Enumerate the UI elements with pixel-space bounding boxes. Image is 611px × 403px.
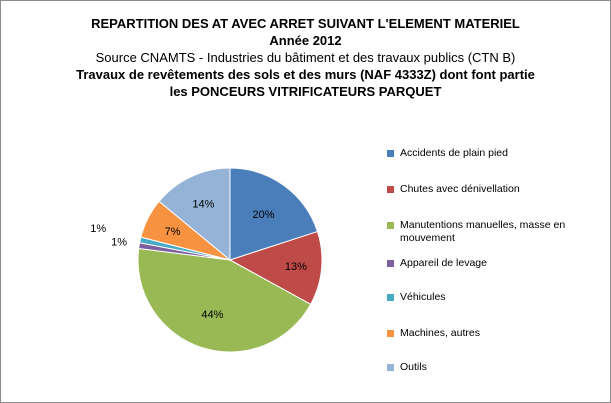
data-label-6: 7% [165,226,181,238]
legend-swatch [387,260,394,267]
legend-swatch [387,294,394,301]
legend-item-7: Outils [387,361,602,374]
legend-item-5: Véhicules [387,291,602,304]
pie-slice-7 [158,167,231,262]
data-label-3: 44% [201,309,223,321]
title-line-1: REPARTITION DES AT AVEC ARRET SUIVANT L'… [91,16,520,31]
legend-item-3: Manutentions manuelles, masse en mouveme… [387,219,602,245]
legend-label: Chutes avec dénivellation [400,183,520,195]
pie-slice-2 [228,230,323,305]
legend-label: Accidents de plain pied [400,147,508,159]
legend-item-4: Appareil de levage [387,257,602,270]
legend-label: Véhicules [400,291,446,303]
legend-swatch [387,330,394,337]
legend-item-6: Machines, autres [387,327,602,340]
pie-slice-3 [137,247,312,353]
data-label-5: 1% [90,223,106,235]
legend-item-1: Accidents de plain pied [387,147,602,160]
legend-item-2: Chutes avec dénivellation [387,183,602,196]
chart-title: REPARTITION DES AT AVEC ARRET SUIVANT L'… [1,15,610,100]
title-line-3: Source CNAMTS - Industries du bâtiment e… [95,50,516,65]
data-label-1: 20% [252,209,274,221]
title-line-2: Année 2012 [269,33,342,48]
legend-label: Outils [400,361,427,373]
data-label-2: 13% [285,261,307,273]
data-label-7: 14% [192,198,214,210]
pie-slice-1 [229,167,319,261]
legend-swatch [387,186,394,193]
legend-swatch [387,222,394,229]
legend-label: Manutentions manuelles, masse en mouveme… [400,219,566,244]
legend-label: Appareil de levage [400,257,487,269]
title-line-4: Travaux de revêtements des sols et des m… [76,67,535,99]
data-label-4: 1% [111,237,127,249]
legend-label: Machines, autres [400,327,480,339]
legend-swatch [387,364,394,371]
legend-swatch [387,150,394,157]
